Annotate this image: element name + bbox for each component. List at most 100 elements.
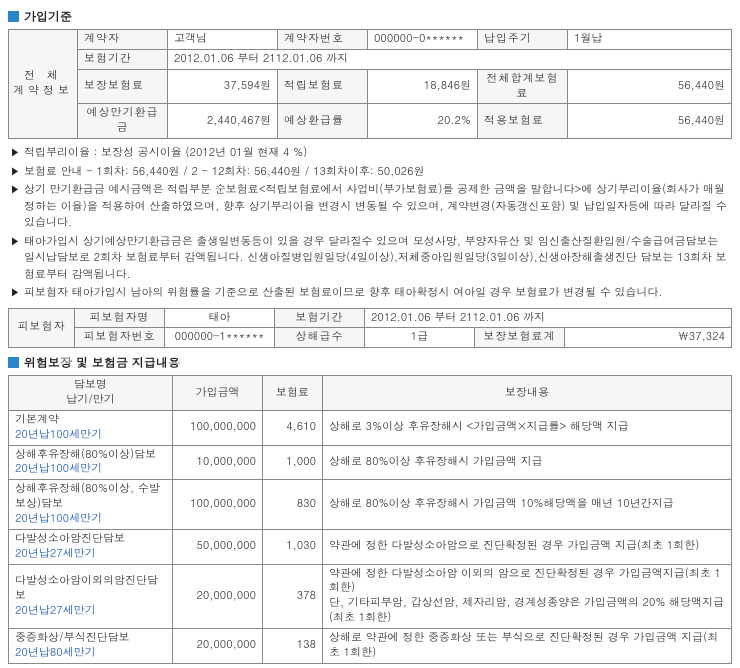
col-header-amount: 가입금액 <box>173 376 263 411</box>
label-contract-no: 계약자번호 <box>278 30 368 50</box>
contract-side-label: 전 체 계약정보 <box>9 30 78 139</box>
coverage-name: 중증화상/부식진단담보 <box>15 631 168 646</box>
coverage-name-cell: 다발성소아암진단담보20년납27세만기 <box>9 529 173 564</box>
coverage-amount: 50,000,000 <box>173 529 263 564</box>
coverage-name-cell: 상해후유장해(80%이상, 수발보상)담보20년납100세만기 <box>9 480 173 530</box>
value-injury-grade: 1급 <box>365 328 475 348</box>
value-refund-rate: 20.2% <box>368 104 478 139</box>
coverage-desc: 상해로 80%이상 후유장해시 가입금액 지급 <box>323 445 732 480</box>
section-title-text: 가입기준 <box>24 8 72 25</box>
insured-table: 피보험자 피보험자명 태아 보험기간 2012.01.06 부터 2112.01… <box>8 308 732 349</box>
value-contractor: 고객님 <box>168 30 278 50</box>
coverage-term: 20년납100세만기 <box>15 512 168 527</box>
coverage-desc: 약관에 정한 다발성소아암 이외의 암으로 진단확정된 경우 가입금액지급(최초… <box>323 564 732 628</box>
label-injury-grade: 상해급수 <box>275 328 365 348</box>
coverage-premium: 4,610 <box>263 410 323 445</box>
contract-info-table: 전 체 계약정보 계약자 고객님 계약자번호 000000-0****** 납입… <box>8 29 732 139</box>
coverage-desc: 약관에 정한 다발성소아암으로 진단확정된 경우 가입금액 지급(최초 1회한) <box>323 529 732 564</box>
coverage-desc: 상해로 80%이상 후유장해시 가입금액 10%해당액을 매년 10년간지급 <box>323 480 732 530</box>
label-insured-period: 보험기간 <box>275 308 365 328</box>
note-line: ▶ 태아가입시 상기예상만기환급금은 출생일변동등이 있을 경우 달라질수 있으며… <box>10 234 732 284</box>
value-accum-prem: 18,846원 <box>368 69 478 104</box>
coverage-term: 20년납100세만기 <box>15 462 168 477</box>
col-header-name: 담보명 납기/만기 <box>9 376 173 411</box>
value-guar-prem: 37,594원 <box>168 69 278 104</box>
label-guar-prem: 보장보험료 <box>78 69 168 104</box>
label-applied-prem: 적용보험료 <box>478 104 568 139</box>
coverage-premium: 1,030 <box>263 529 323 564</box>
label-refund-rate: 예상환급률 <box>278 104 368 139</box>
coverage-name: 다발성소아암이외의암진단담보 <box>15 574 168 604</box>
value-exp-refund: 2,440,467원 <box>168 104 278 139</box>
coverage-amount: 100,000,000 <box>173 410 263 445</box>
coverage-amount: 10,000,000 <box>173 445 263 480</box>
notes-block: ▶ 적립부리이율 : 보장성 공시이율 (2012년 01월 현재 4 %) ▶ 보… <box>10 145 732 302</box>
value-insured-period: 2012.01.06 부터 2112.01.06 까지 <box>365 308 732 328</box>
note-text: 상기 만기환급금 예시금액은 적립부분 순보험료<적립보험료에서 사업비(부가보… <box>24 182 732 232</box>
value-total-prem: 56,440원 <box>568 69 732 104</box>
bullet-icon <box>8 11 19 22</box>
coverage-desc: 상해로 약관에 정한 중증화상 또는 부식으로 진단확정된 경우 가입금액 지급… <box>323 628 732 663</box>
label-exp-refund: 예상만기환급금 <box>78 104 168 139</box>
coverage-premium: 1,000 <box>263 445 323 480</box>
coverage-name: 기본계약 <box>15 413 168 428</box>
label-guar-prem-total: 보장보험료계 <box>475 328 565 348</box>
value-applied-prem: 56,440원 <box>568 104 732 139</box>
coverage-amount: 20,000,000 <box>173 628 263 663</box>
coverage-term: 20년납80세만기 <box>15 646 168 661</box>
label-ins-period: 보험기간 <box>78 49 168 69</box>
triangle-icon: ▶ <box>10 145 20 160</box>
triangle-icon: ▶ <box>10 234 20 249</box>
bullet-icon <box>8 357 19 368</box>
coverage-name: 상해후유장해(80%이상, 수발보상)담보 <box>15 482 168 512</box>
coverage-name-cell: 다발성소아암이외의암진단담보20년납27세만기 <box>9 564 173 628</box>
value-pay-cycle: 1월납 <box>568 30 732 50</box>
table-row: 상해후유장해(80%이상, 수발보상)담보20년납100세만기100,000,0… <box>9 480 732 530</box>
value-insured-name: 태아 <box>165 308 275 328</box>
label-accum-prem: 적립보험료 <box>278 69 368 104</box>
insured-side-label: 피보험자 <box>9 308 75 348</box>
note-text: 태아가입시 상기예상만기환급금은 출생일변동등이 있을 경우 달라질수 있으며 … <box>24 234 732 284</box>
table-row: 다발성소아암이외의암진단담보20년납27세만기20,000,000378약관에 … <box>9 564 732 628</box>
value-insured-no: 000000-1****** <box>165 328 275 348</box>
label-insured-no: 피보험자번호 <box>75 328 165 348</box>
note-text: 피보험자 태아가입시 남아의 위험률을 기준으로 산출된 보험료이므로 향후 태… <box>24 285 663 302</box>
label-contractor: 계약자 <box>78 30 168 50</box>
coverage-name-cell: 중증화상/부식진단담보20년납80세만기 <box>9 628 173 663</box>
coverage-desc: 상해로 3%이상 후유장해시 <가입금액×지급률> 해당액 지급 <box>323 410 732 445</box>
triangle-icon: ▶ <box>10 285 20 300</box>
section-title-criteria: 가입기준 <box>8 8 732 25</box>
coverage-term: 20년납100세만기 <box>15 428 168 443</box>
note-line: ▶ 상기 만기환급금 예시금액은 적립부분 순보험료<적립보험료에서 사업비(부가… <box>10 182 732 232</box>
triangle-icon: ▶ <box>10 164 20 179</box>
coverage-name-cell: 상해후유장해(80%이상)담보20년납100세만기 <box>9 445 173 480</box>
coverage-name: 다발성소아암진단담보 <box>15 532 168 547</box>
table-row: 중증화상/부식진단담보20년납80세만기20,000,000138상해로 약관에… <box>9 628 732 663</box>
col-header-premium: 보험료 <box>263 376 323 411</box>
note-text: 적립부리이율 : 보장성 공시이율 (2012년 01월 현재 4 %) <box>24 145 307 162</box>
coverage-amount: 20,000,000 <box>173 564 263 628</box>
coverage-premium: 830 <box>263 480 323 530</box>
value-guar-prem-total: ￦37,324 <box>565 328 732 348</box>
label-total-prem: 전체합계보험료 <box>478 69 568 104</box>
coverage-name: 상해후유장해(80%이상)담보 <box>15 448 168 463</box>
coverage-amount: 100,000,000 <box>173 480 263 530</box>
coverage-name-cell: 기본계약20년납100세만기 <box>9 410 173 445</box>
table-row: 기본계약20년납100세만기100,000,0004,610상해로 3%이상 후… <box>9 410 732 445</box>
note-line: ▶ 피보험자 태아가입시 남아의 위험률을 기준으로 산출된 보험료이므로 향후 … <box>10 285 732 302</box>
label-pay-cycle: 납입주기 <box>478 30 568 50</box>
note-line: ▶ 보험료 안내 - 1회차: 56,440원 / 2 - 12회차: 56,44… <box>10 164 732 181</box>
note-text: 보험료 안내 - 1회차: 56,440원 / 2 - 12회차: 56,440… <box>24 164 425 181</box>
col-header-desc: 보장내용 <box>323 376 732 411</box>
coverage-premium: 138 <box>263 628 323 663</box>
value-ins-period: 2012.01.06 부터 2112.01.06 까지 <box>168 49 732 69</box>
section-title-text: 위험보장 및 보험금 지급내용 <box>24 354 180 371</box>
section-title-coverage: 위험보장 및 보험금 지급내용 <box>8 354 732 371</box>
coverage-premium: 378 <box>263 564 323 628</box>
table-row: 다발성소아암진단담보20년납27세만기50,000,0001,030약관에 정한… <box>9 529 732 564</box>
value-contract-no: 000000-0****** <box>368 30 478 50</box>
note-line: ▶ 적립부리이율 : 보장성 공시이율 (2012년 01월 현재 4 %) <box>10 145 732 162</box>
label-insured-name: 피보험자명 <box>75 308 165 328</box>
table-row: 상해후유장해(80%이상)담보20년납100세만기10,000,0001,000… <box>9 445 732 480</box>
triangle-icon: ▶ <box>10 182 20 197</box>
